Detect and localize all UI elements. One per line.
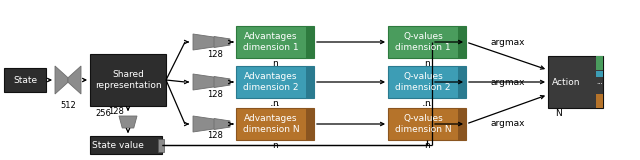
Text: n: n bbox=[424, 140, 430, 149]
Bar bbox=[90, 54, 166, 106]
Bar bbox=[236, 108, 314, 140]
Bar bbox=[236, 66, 314, 98]
Text: n: n bbox=[272, 99, 278, 108]
Bar bbox=[596, 71, 603, 77]
Bar bbox=[458, 66, 466, 98]
Bar bbox=[596, 56, 603, 70]
Polygon shape bbox=[193, 74, 217, 90]
Text: argmax: argmax bbox=[490, 77, 525, 87]
Text: n: n bbox=[272, 59, 278, 68]
Bar bbox=[236, 26, 314, 58]
Text: 128: 128 bbox=[207, 132, 223, 140]
Bar bbox=[306, 26, 314, 58]
Text: State value: State value bbox=[92, 140, 144, 149]
Text: N: N bbox=[555, 109, 561, 119]
Polygon shape bbox=[119, 116, 137, 128]
Polygon shape bbox=[214, 76, 230, 88]
Text: n: n bbox=[424, 99, 430, 108]
Text: Shared
representation: Shared representation bbox=[95, 70, 161, 90]
Text: 128: 128 bbox=[207, 49, 223, 59]
Polygon shape bbox=[193, 116, 217, 132]
Polygon shape bbox=[214, 36, 230, 48]
Bar bbox=[306, 108, 314, 140]
Text: Advantages
dimension 2: Advantages dimension 2 bbox=[243, 72, 299, 92]
Bar bbox=[306, 66, 314, 98]
Bar bbox=[388, 66, 466, 98]
Text: Q-values
dimension 1: Q-values dimension 1 bbox=[395, 32, 451, 52]
Text: Action: Action bbox=[552, 77, 580, 87]
Bar bbox=[388, 108, 466, 140]
Bar bbox=[458, 108, 466, 140]
Bar bbox=[596, 94, 603, 108]
Text: ...: ... bbox=[596, 79, 603, 85]
Text: Advantages
dimension 1: Advantages dimension 1 bbox=[243, 32, 299, 52]
Polygon shape bbox=[193, 34, 217, 50]
Text: Q-values
dimension 2: Q-values dimension 2 bbox=[396, 72, 451, 92]
Text: State: State bbox=[13, 76, 37, 84]
Bar bbox=[90, 136, 162, 154]
Text: Advantages
dimension N: Advantages dimension N bbox=[243, 114, 300, 134]
Polygon shape bbox=[55, 66, 68, 94]
Text: 128: 128 bbox=[108, 107, 124, 116]
Polygon shape bbox=[214, 119, 230, 129]
Bar bbox=[458, 26, 466, 58]
Bar bbox=[388, 26, 466, 58]
Bar bbox=[548, 56, 603, 108]
Text: argmax: argmax bbox=[490, 37, 525, 47]
Text: 128: 128 bbox=[207, 89, 223, 99]
Text: n: n bbox=[424, 59, 430, 68]
Bar bbox=[4, 68, 46, 92]
Text: 256: 256 bbox=[95, 109, 111, 118]
Text: n: n bbox=[272, 140, 278, 149]
Text: 512: 512 bbox=[60, 100, 76, 109]
Polygon shape bbox=[68, 66, 81, 94]
Bar bbox=[158, 139, 164, 152]
Text: ...: ... bbox=[269, 98, 280, 108]
Text: Q-values
dimension N: Q-values dimension N bbox=[395, 114, 451, 134]
Text: ...: ... bbox=[422, 98, 433, 108]
Text: argmax: argmax bbox=[490, 120, 525, 128]
